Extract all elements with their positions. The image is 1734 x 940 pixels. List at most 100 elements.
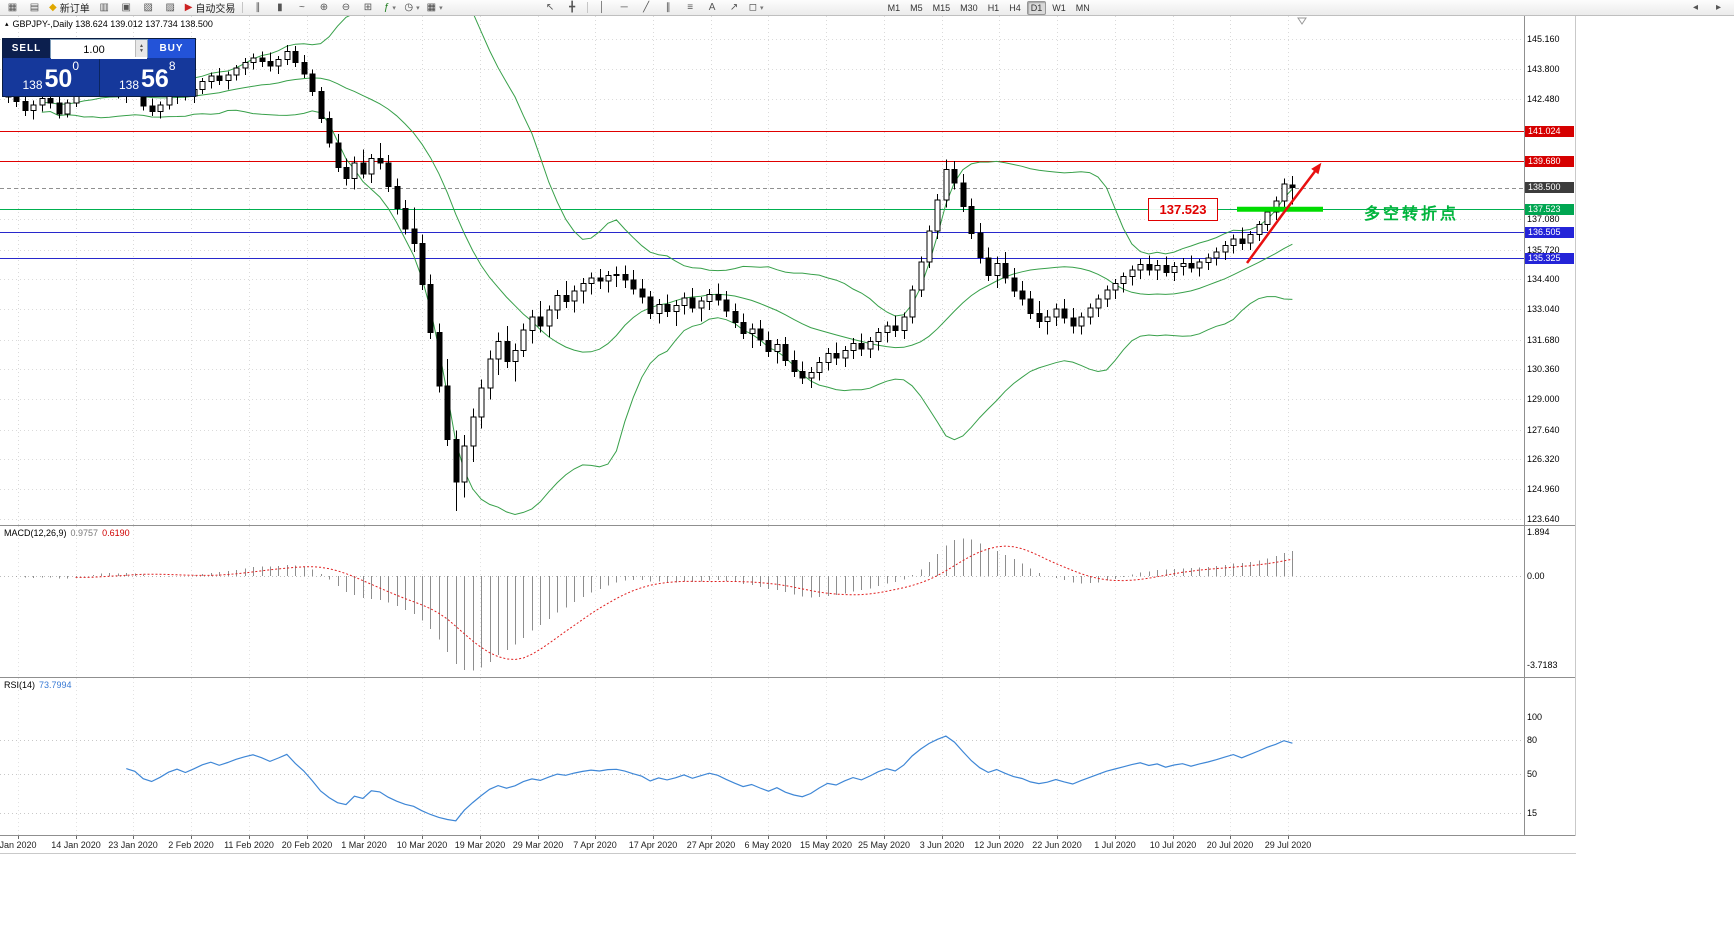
chart-shift-marker[interactable] bbox=[1297, 17, 1307, 25]
new-order-button[interactable]: ◆ 新订单 bbox=[46, 0, 93, 15]
candle bbox=[960, 174, 967, 212]
date-label: 29 Mar 2020 bbox=[512, 840, 564, 850]
timeframe-h4[interactable]: H4 bbox=[1009, 2, 1021, 13]
vertical-line-icon[interactable]: │ bbox=[592, 0, 613, 15]
spinner-up-icon[interactable]: ▲ bbox=[139, 42, 144, 49]
templates-button[interactable]: ▦ ▾ bbox=[424, 0, 446, 15]
new-chart-icon[interactable]: ▦ bbox=[2, 0, 23, 15]
candle bbox=[808, 367, 815, 389]
rsi-axis-label: 100 bbox=[1527, 712, 1543, 722]
timeframe-w1[interactable]: W1 bbox=[1052, 2, 1066, 13]
market-watch-icon: ▥ bbox=[99, 2, 109, 13]
shapes-button[interactable]: ◻ ▾ bbox=[746, 0, 767, 15]
candle bbox=[1281, 178, 1288, 209]
autotrading-button[interactable]: ▶ 自动交易 bbox=[182, 0, 239, 15]
bid-pip: 0 bbox=[72, 59, 80, 73]
horizontal-line-icon[interactable]: ─ bbox=[614, 0, 635, 15]
chart-profiles-icon: ▤ bbox=[29, 2, 40, 13]
candle bbox=[216, 68, 223, 85]
price-annotation-box[interactable]: 137.523 bbox=[1148, 198, 1218, 221]
fibonacci-icon[interactable]: ≡ bbox=[680, 0, 701, 15]
volume-input[interactable] bbox=[51, 41, 147, 59]
zoom-in-icon[interactable]: ⊕ bbox=[313, 0, 334, 15]
candle bbox=[1053, 303, 1060, 326]
bar-chart-icon[interactable]: ∥ bbox=[247, 0, 268, 15]
cursor-icon[interactable]: ↖ bbox=[540, 0, 561, 15]
periods-button[interactable]: ◷ ▾ bbox=[401, 0, 422, 15]
candle bbox=[850, 338, 857, 360]
rsi-value: 73.7994 bbox=[39, 680, 72, 690]
rsi-panel[interactable] bbox=[0, 678, 1524, 835]
toolbar-overflow-left-icon[interactable]: ◂ bbox=[1685, 0, 1706, 15]
sell-price-button[interactable]: 138 50 0 bbox=[3, 58, 100, 96]
candle bbox=[1239, 227, 1246, 250]
bollinger-bands bbox=[41, 16, 1293, 516]
candle bbox=[622, 265, 629, 288]
candle bbox=[318, 87, 325, 123]
candle bbox=[1112, 278, 1119, 299]
data-window-icon[interactable]: ▣ bbox=[116, 0, 137, 15]
market-watch-icon[interactable]: ▥ bbox=[94, 0, 115, 15]
indicators-button[interactable]: ƒ ▾ bbox=[379, 0, 400, 15]
zoom-out-icon[interactable]: ⊖ bbox=[335, 0, 356, 15]
candle bbox=[597, 268, 604, 289]
panel-divider[interactable] bbox=[0, 677, 1576, 678]
candle bbox=[1129, 265, 1136, 286]
candle bbox=[985, 247, 992, 282]
candle bbox=[901, 312, 908, 340]
price-axis-divider[interactable] bbox=[1524, 16, 1525, 853]
buy-price-button[interactable]: 138 56 8 bbox=[100, 58, 196, 96]
text-tool-icon[interactable]: A bbox=[702, 0, 723, 15]
timeframe-m5[interactable]: M5 bbox=[910, 2, 923, 13]
chart-profiles-icon[interactable]: ▤ bbox=[24, 0, 45, 15]
level-lines[interactable] bbox=[0, 131, 1524, 259]
crosshair-icon[interactable]: ╋ bbox=[562, 0, 583, 15]
main-price-chart[interactable] bbox=[0, 16, 1524, 525]
date-label: Jan 2020 bbox=[0, 840, 37, 850]
candle bbox=[444, 359, 451, 447]
trendline-icon[interactable]: ╱ bbox=[636, 0, 657, 15]
macd-panel[interactable] bbox=[0, 526, 1524, 677]
candle bbox=[867, 336, 874, 359]
terminal-icon[interactable]: ▨ bbox=[160, 0, 181, 15]
timeframe-h1[interactable]: H1 bbox=[987, 2, 1000, 13]
date-label: 23 Jan 2020 bbox=[108, 840, 158, 850]
candle bbox=[884, 321, 891, 343]
vertical-line-icon: │ bbox=[599, 2, 606, 13]
timeframe-m15[interactable]: M15 bbox=[932, 2, 951, 13]
timeframe-mn[interactable]: MN bbox=[1075, 2, 1090, 13]
candle bbox=[1044, 310, 1051, 335]
timeframe-m1[interactable]: M1 bbox=[887, 2, 901, 13]
ask-prefix: 138 bbox=[118, 78, 140, 92]
line-chart-icon[interactable]: ~ bbox=[291, 0, 312, 15]
buy-button[interactable]: BUY bbox=[148, 39, 195, 58]
sell-button[interactable]: SELL bbox=[3, 39, 50, 58]
date-label: 12 Jun 2020 bbox=[974, 840, 1024, 850]
candle bbox=[292, 45, 299, 68]
trend-arrow-line[interactable] bbox=[1245, 165, 1320, 264]
candle bbox=[301, 54, 308, 79]
candle bbox=[647, 291, 654, 320]
volume-stepper[interactable]: ▲ ▼ bbox=[135, 40, 147, 57]
macd-name: MACD(12,26,9) bbox=[4, 528, 67, 538]
horizontal-line-icon: ─ bbox=[620, 2, 628, 13]
turning-point-note[interactable]: 多空转折点 bbox=[1364, 206, 1460, 223]
navigator-icon[interactable]: ▧ bbox=[138, 0, 159, 15]
date-axis[interactable]: Jan 2020 14 Jan 2020 23 Jan 2020 2 Feb 2020… bbox=[0, 836, 1576, 853]
toolbar-overflow-right-icon[interactable]: ▸ bbox=[1708, 0, 1729, 15]
timeframe-m30[interactable]: M30 bbox=[960, 2, 978, 13]
toolbar-separator bbox=[586, 2, 588, 13]
price-axis-label: 130.360 bbox=[1527, 364, 1560, 374]
timeframe-d1[interactable]: D1 bbox=[1026, 0, 1047, 15]
arrow-tool-icon[interactable]: ↗ bbox=[724, 0, 745, 15]
candle bbox=[242, 58, 249, 75]
candle bbox=[630, 270, 637, 295]
one-click-toggle-icon[interactable]: ▴ bbox=[5, 21, 9, 28]
panel-divider[interactable] bbox=[0, 525, 1576, 526]
channel-icon[interactable]: ∥ bbox=[658, 0, 679, 15]
candle bbox=[757, 320, 764, 346]
spinner-down-icon[interactable]: ▼ bbox=[139, 47, 144, 54]
candlestick-chart-icon[interactable]: ▮ bbox=[269, 0, 290, 15]
candle bbox=[284, 44, 291, 65]
tile-windows-icon[interactable]: ⊞ bbox=[357, 0, 378, 15]
